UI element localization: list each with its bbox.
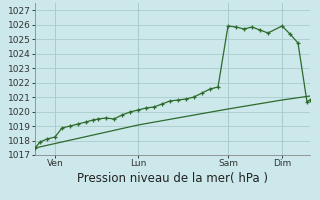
X-axis label: Pression niveau de la mer( hPa ): Pression niveau de la mer( hPa ) [77, 172, 268, 185]
